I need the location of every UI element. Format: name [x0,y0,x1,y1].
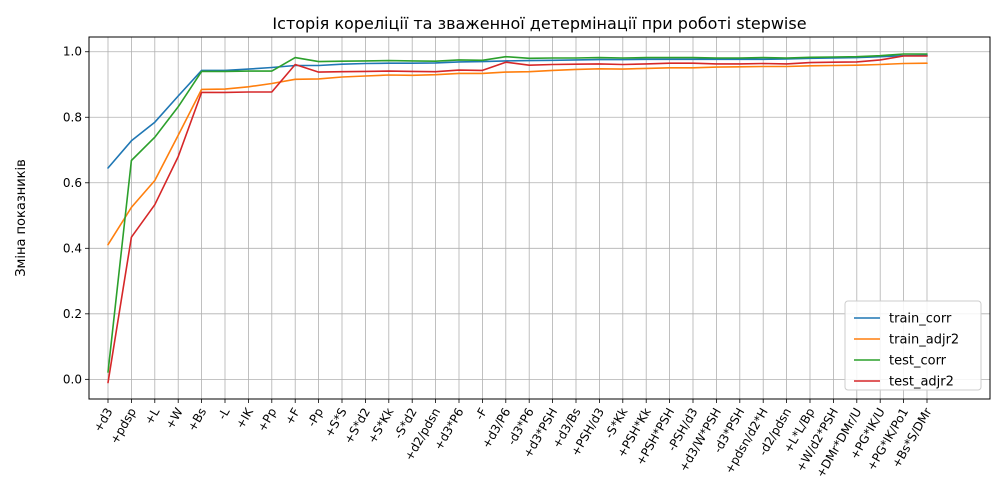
series-line-test-corr [107,53,928,373]
series-line-test-adjr2 [107,55,928,384]
y-tick-label: 0.8 [63,110,82,124]
y-tick-label: 0.2 [63,307,82,321]
legend: train_corr train_adjr2 test_corr test_adjr2 [844,300,982,391]
legend-label: train_adjr2 [889,333,959,348]
plot-area-frame [88,36,991,400]
y-tick-label: 0.0 [63,372,82,386]
series-line-train-corr [107,54,928,169]
y-axis: 0.0 0.2 0.4 0.6 0.8 1.0 [63,45,89,386]
legend-box [844,300,982,391]
y-tick-label: 0.4 [63,241,82,255]
legend-label: test_adjr2 [889,375,954,390]
series-line-train-adjr2 [107,62,928,246]
y-tick-label: 0.6 [63,176,82,190]
y-axis-label: Зміна показників [14,159,29,277]
series-lines [107,53,928,384]
chart-title: Історія кореліції та зваженної детерміна… [272,14,806,33]
y-tick-label: 1.0 [63,45,82,59]
legend-label: test_corr [889,354,947,369]
legend-label: train_corr [889,312,952,327]
